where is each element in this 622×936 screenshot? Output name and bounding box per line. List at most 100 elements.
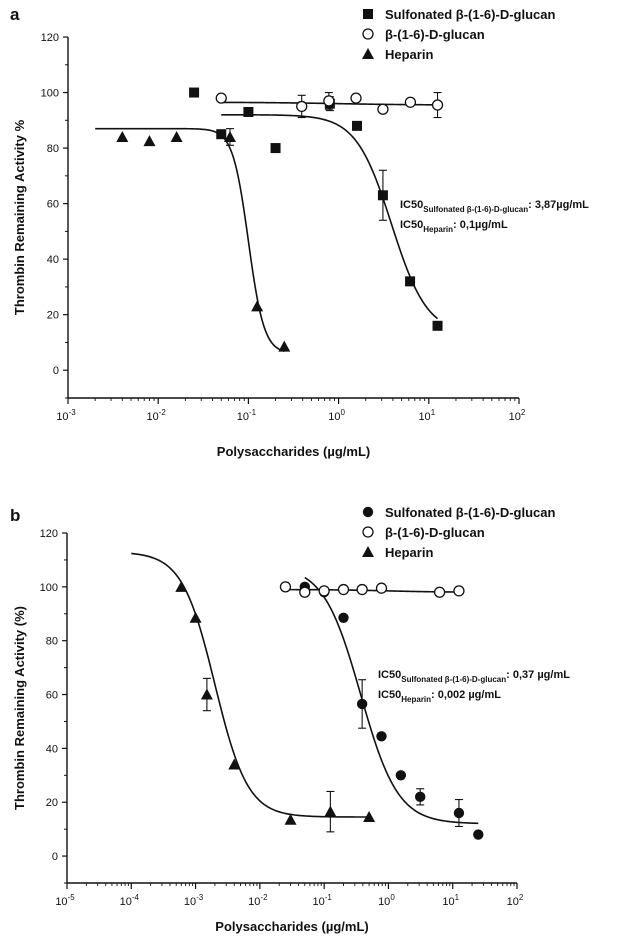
data-point [473,829,484,840]
data-point [431,99,444,111]
y-tick-label: 20 [46,797,58,809]
y-axis-title: Thrombin Remaining Activity % [12,119,27,315]
data-point [323,95,335,107]
data-point [175,580,188,592]
data-point [356,583,368,596]
y-tick-label: 60 [46,690,58,702]
x-tick-label-exponent: 0 [390,893,395,902]
legend-label: Sulfonated β-(1-6)-D-glucan [385,7,555,22]
data-point [284,813,297,825]
y-tick-label: 120 [40,528,58,540]
ic50-subscript: Heparin [401,695,431,704]
y-tick-label: 40 [46,743,58,755]
data-point [453,585,465,597]
x-axis-title: Polysaccharides (µg/mL) [217,444,370,459]
data-point [200,688,213,700]
data-point [251,300,264,312]
ic50-main: IC50 [378,669,401,681]
x-tick-label: 10-5 [55,893,75,908]
fit-curve [95,127,285,353]
x-tick-label: 100 [328,408,345,423]
x-tick-label-base: 10 [147,411,159,423]
legend-label: Sulfonated β-(1-6)-D-glucan [385,505,555,520]
legend-marker [362,48,374,59]
fit-curve [304,576,479,825]
x-tick-label-base: 10 [509,411,521,423]
x-tick-label-base: 10 [56,411,68,423]
x-tick-label-exponent: 2 [521,408,526,417]
data-point [324,805,337,817]
series-1 [279,581,465,598]
x-tick-label-base: 10 [312,896,324,908]
data-point [414,791,426,803]
data-point [432,320,443,331]
data-point [337,583,350,596]
x-tick-label-base: 10 [55,896,67,908]
y-tick-label: 100 [41,88,59,100]
panel-letter: a [10,5,20,24]
x-tick-label: 102 [507,893,524,908]
x-tick-label-base: 10 [442,896,454,908]
x-tick-label-exponent: -1 [249,408,257,417]
data-point [143,135,156,147]
legend-marker [362,526,374,538]
fit-curve [221,113,439,320]
ic50-annotation: IC50Sulfonated β-(1-6)-D-glucan: 0,37 µg… [378,669,570,684]
data-point [116,130,129,142]
data-point [376,731,387,742]
data-point [170,130,183,142]
x-tick-label-base: 10 [184,896,196,908]
data-point [377,103,389,115]
series-2 [131,552,376,833]
x-axis-title: Polysaccharides (µg/mL) [215,919,368,934]
series-0 [299,576,484,840]
y-tick-label: 80 [46,636,58,648]
x-tick-label: 10-2 [248,893,268,908]
x-tick-label-base: 10 [237,411,249,423]
x-tick-label-base: 10 [418,411,430,423]
x-tick-label: 101 [442,893,459,908]
x-tick-label-exponent: -3 [69,408,77,417]
ic50-main: IC50 [400,199,423,211]
data-point [356,698,368,710]
ic50-subscript: Heparin [423,225,453,234]
data-point [215,92,227,104]
x-tick-label-exponent: 2 [519,893,524,902]
series-1 [215,91,444,119]
y-tick-label: 20 [47,310,59,322]
x-tick-label-exponent: -1 [325,893,333,902]
legend-label: β-(1-6)-D-glucan [385,27,485,42]
legend-label: Heparin [385,47,433,62]
x-tick-label: 10-1 [312,893,332,908]
data-point [377,190,388,201]
ic50-subscript: Sulfonated β-(1-6)-D-glucan [401,675,506,684]
data-point [318,585,330,597]
x-tick-label-exponent: -5 [68,893,76,902]
fit-curve [131,552,370,818]
y-axis-title: Thrombin Remaining Activity (%) [12,606,27,810]
y-tick-label: 0 [53,365,59,377]
x-tick-label: 10-3 [56,408,76,423]
x-tick-label: 10-4 [120,893,140,908]
ic50-subscript: Sulfonated β-(1-6)-D-glucan [423,205,528,214]
data-point [338,612,349,624]
data-point [189,611,202,623]
legend-marker [362,506,374,518]
series-0 [189,87,443,331]
x-tick-label: 10-2 [147,408,167,423]
x-tick-label-base: 10 [328,411,340,423]
ic50-value: : 0,1µg/mL [453,219,508,231]
data-point [350,92,362,104]
data-point [375,582,388,594]
legend-marker [362,28,374,40]
x-tick-label-exponent: 1 [431,408,436,417]
ic50-value: : 0,002 µg/mL [431,689,501,701]
x-tick-label-exponent: 0 [340,408,345,417]
data-point [223,130,236,142]
x-tick-label-base: 10 [507,896,519,908]
data-point [189,87,200,98]
data-point [352,120,363,131]
x-tick-label: 101 [418,408,435,423]
x-tick-label-base: 10 [248,896,260,908]
